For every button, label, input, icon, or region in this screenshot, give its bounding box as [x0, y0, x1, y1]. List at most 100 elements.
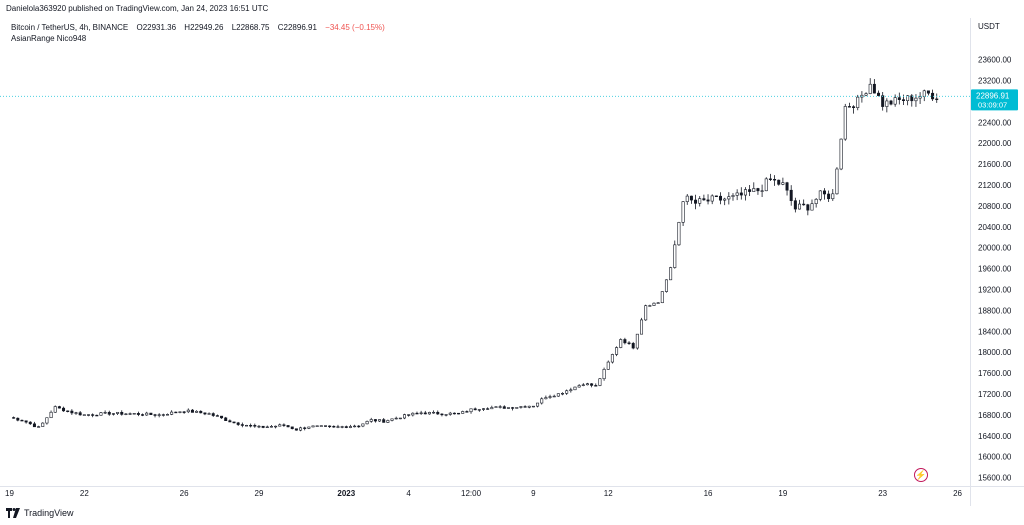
candle-body — [910, 95, 914, 102]
candle-body — [236, 422, 240, 425]
candle-body — [419, 412, 423, 414]
candle-body — [261, 425, 265, 428]
candle-body — [136, 413, 140, 415]
candle-body — [16, 417, 20, 421]
candle-body — [486, 408, 490, 410]
candle-body — [644, 305, 648, 321]
indicator-legend[interactable]: AsianRange Nico948 — [11, 34, 87, 43]
y-tick-label: 16400.00 — [978, 432, 1012, 441]
candle-body — [685, 195, 689, 202]
candle-body — [211, 413, 215, 416]
candle-body — [274, 425, 278, 428]
candle-body — [673, 244, 677, 268]
candle-body — [444, 414, 448, 416]
candle-body — [328, 425, 332, 428]
candle-body — [24, 420, 28, 423]
candle-body — [864, 93, 868, 96]
candle-body — [386, 420, 390, 423]
candle-body — [835, 168, 839, 195]
candle-body — [793, 200, 797, 210]
candle-body — [215, 415, 219, 417]
candle-body — [781, 182, 785, 185]
candle-body — [182, 411, 186, 413]
candle-body — [901, 99, 905, 102]
candle-body — [498, 406, 502, 408]
y-tick-label: 16000.00 — [978, 453, 1012, 462]
candle-body — [174, 411, 178, 414]
candle-body — [220, 415, 224, 419]
candle-body — [868, 83, 872, 94]
candle-body — [502, 406, 506, 409]
last-price-badge — [971, 89, 1018, 111]
candle-body — [165, 414, 169, 416]
x-tick-label: 26 — [180, 489, 189, 498]
x-tick-label: 29 — [255, 489, 264, 498]
candle-body — [619, 339, 623, 348]
candle-body — [95, 414, 99, 417]
candle-body — [818, 190, 822, 200]
candle-body — [373, 419, 377, 422]
candle-body — [290, 426, 294, 430]
candle-body — [390, 418, 394, 421]
candle-body — [569, 389, 573, 392]
lightning-icon[interactable]: ⚡ — [914, 468, 928, 482]
candle-body — [111, 413, 115, 415]
candle-body — [99, 412, 103, 416]
y-tick-label: 20000.00 — [978, 244, 1012, 253]
candle-body — [120, 411, 124, 415]
candle-body — [914, 97, 918, 102]
candle-body — [897, 97, 901, 100]
candle-body — [727, 196, 731, 200]
candle-body — [357, 425, 361, 428]
candle-body — [810, 203, 814, 211]
candle-body — [253, 425, 257, 427]
ohlc-legend: Bitcoin / TetherUS, 4h, BINANCE O22931.3… — [11, 22, 391, 33]
candle-body — [378, 419, 382, 422]
y-tick-label: 20400.00 — [978, 223, 1012, 232]
candle-body — [141, 414, 145, 416]
candle-body — [145, 412, 149, 416]
candle-body — [203, 412, 207, 415]
y-tick-label: 22400.00 — [978, 118, 1012, 127]
x-tick-label: 2023 — [337, 489, 355, 498]
candle-body — [723, 198, 727, 201]
candle-body — [877, 92, 881, 96]
candle-body — [170, 411, 174, 415]
symbol-label[interactable]: Bitcoin / TetherUS, 4h, BINANCE — [11, 23, 129, 32]
candle-body — [506, 407, 510, 409]
candle-body — [161, 414, 165, 416]
currency-label: USDT — [978, 22, 1000, 31]
candle-body — [540, 398, 544, 404]
change-value: −34.45 (−0.15%) — [325, 23, 385, 32]
candle-body — [806, 204, 810, 211]
candle-body — [299, 427, 303, 431]
candle-body — [814, 198, 818, 204]
candle-body — [536, 402, 540, 407]
candle-body — [735, 192, 739, 196]
candle-body — [240, 424, 244, 426]
candle-body — [764, 178, 768, 192]
candle-body — [702, 198, 706, 201]
candle-body — [269, 426, 273, 428]
candle-body — [107, 412, 111, 415]
y-tick-label: 18400.00 — [978, 327, 1012, 336]
candle-body — [698, 198, 702, 204]
candle-body — [457, 412, 461, 415]
candle-body — [369, 419, 373, 422]
candle-body — [656, 302, 660, 304]
footer-brand: TradingView — [6, 508, 74, 518]
candle-body — [935, 98, 939, 101]
y-tick-label: 18800.00 — [978, 306, 1012, 315]
candle-body — [411, 412, 415, 416]
candle-body — [157, 414, 161, 416]
candle-body — [827, 193, 831, 200]
candle-body — [62, 407, 66, 412]
candle-body — [178, 411, 182, 413]
candle-body — [12, 417, 16, 419]
candle-body — [199, 410, 203, 414]
candle-body — [573, 386, 577, 391]
candle-body — [847, 106, 851, 108]
candle-body — [427, 412, 431, 415]
candle-body — [452, 412, 456, 415]
